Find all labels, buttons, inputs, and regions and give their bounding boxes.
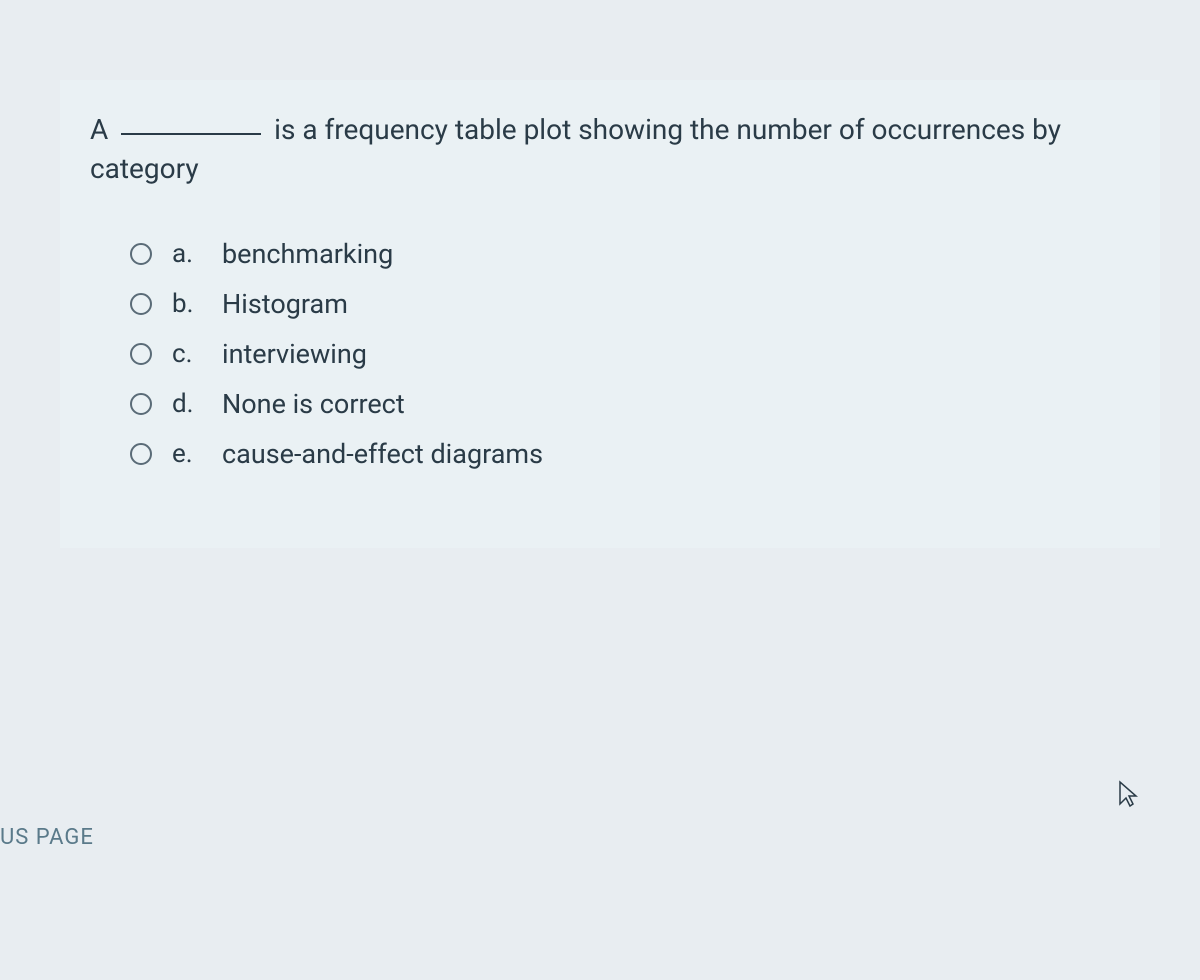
option-letter: a. bbox=[172, 239, 212, 269]
cursor-icon bbox=[1116, 780, 1140, 810]
question-suffix: is a frequency table plot showing the nu… bbox=[90, 113, 1061, 185]
option-b[interactable]: b. Histogram bbox=[130, 288, 1130, 320]
option-letter: e. bbox=[172, 439, 212, 469]
previous-page-link[interactable]: US PAGE bbox=[0, 815, 94, 860]
radio-button[interactable] bbox=[130, 293, 152, 315]
quiz-panel: A is a frequency table plot showing the … bbox=[60, 80, 1160, 548]
nav-label: US PAGE bbox=[0, 825, 94, 850]
fill-blank bbox=[121, 133, 261, 135]
option-text: Histogram bbox=[222, 288, 348, 320]
option-text: interviewing bbox=[222, 338, 367, 370]
option-letter: c. bbox=[172, 339, 212, 369]
option-a[interactable]: a. benchmarking bbox=[130, 238, 1130, 270]
option-letter: d. bbox=[172, 389, 212, 419]
radio-button[interactable] bbox=[130, 393, 152, 415]
question-text: A is a frequency table plot showing the … bbox=[90, 110, 1130, 188]
option-letter: b. bbox=[172, 289, 212, 319]
radio-button[interactable] bbox=[130, 443, 152, 465]
radio-button[interactable] bbox=[130, 343, 152, 365]
question-prefix: A bbox=[90, 113, 108, 146]
option-text: cause-and-effect diagrams bbox=[222, 438, 543, 470]
option-text: None is correct bbox=[222, 388, 405, 420]
radio-button[interactable] bbox=[130, 243, 152, 265]
options-list: a. benchmarking b. Histogram c. intervie… bbox=[130, 238, 1130, 470]
option-e[interactable]: e. cause-and-effect diagrams bbox=[130, 438, 1130, 470]
option-c[interactable]: c. interviewing bbox=[130, 338, 1130, 370]
option-d[interactable]: d. None is correct bbox=[130, 388, 1130, 420]
option-text: benchmarking bbox=[222, 238, 393, 270]
